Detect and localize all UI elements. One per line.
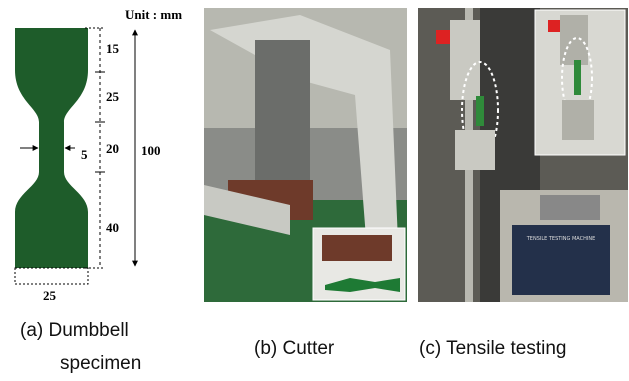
panel-c: TENSILE TESTING MACHINE (c) Tensile test… — [418, 8, 628, 359]
dim-label: 100 — [141, 143, 161, 158]
dim-label: 5 — [81, 147, 88, 162]
dim-label: 40 — [106, 220, 119, 235]
dim-label: 15 — [106, 41, 120, 56]
dim-label: 20 — [106, 141, 119, 156]
caption: (b) Cutter — [254, 338, 335, 359]
caption: (c) Tensile testing — [419, 338, 567, 359]
figure: Unit : mm 15 25 20 5 100 40 25 (a) Dumbb… — [0, 0, 629, 381]
unit-label: Unit : mm — [125, 7, 182, 22]
caption: (a) Dumbbell — [20, 320, 129, 341]
panel-a: Unit : mm 15 25 20 5 100 40 25 (a) Dumbb… — [15, 7, 182, 374]
dim-label: 25 — [106, 89, 120, 104]
dim-label: 25 — [43, 288, 57, 303]
panel-b: (b) Cutter — [204, 8, 407, 359]
machine-label: TENSILE TESTING MACHINE — [526, 236, 596, 242]
caption: specimen — [60, 353, 141, 374]
